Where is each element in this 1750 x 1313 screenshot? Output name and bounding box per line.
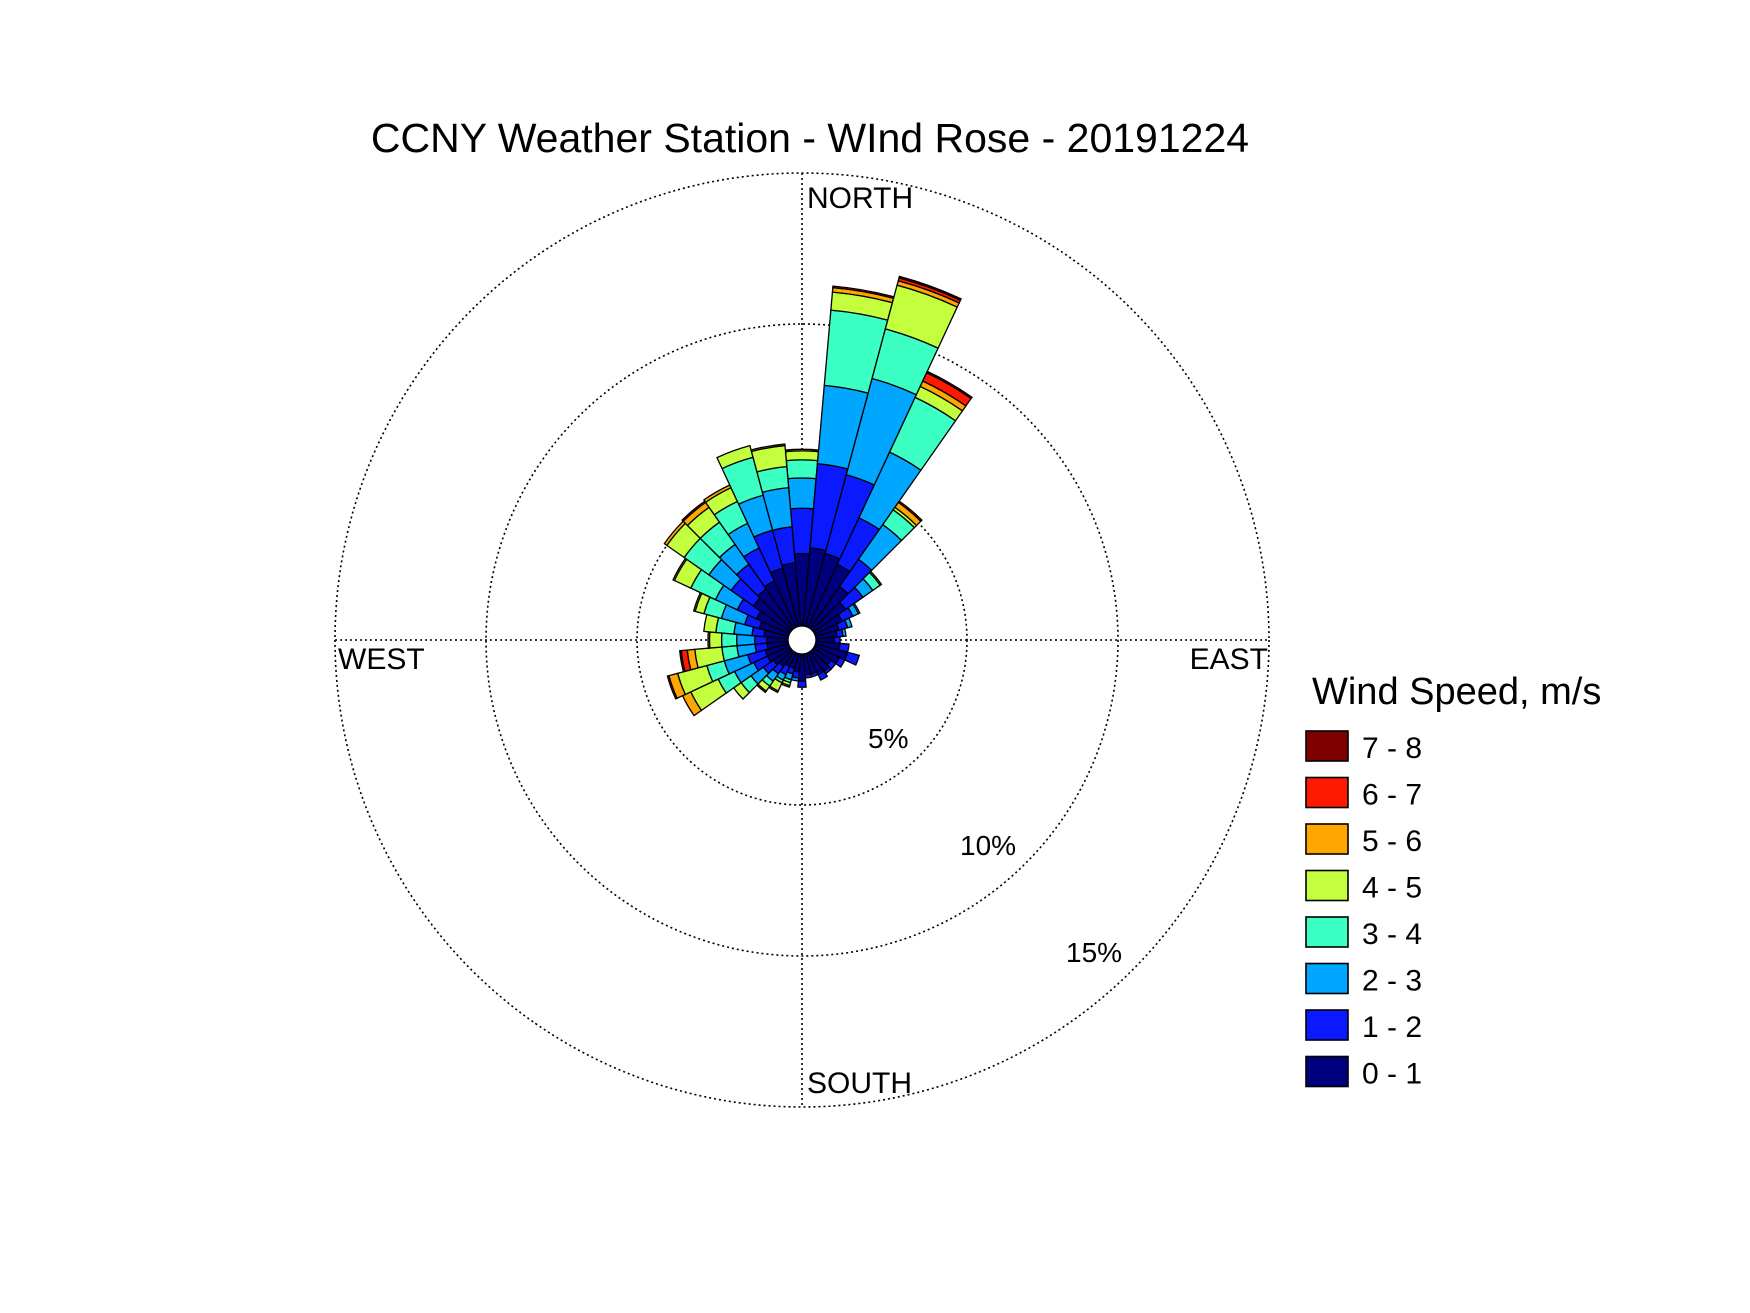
chart-title: CCNY Weather Station - WInd Rose - 20191… bbox=[371, 115, 1249, 161]
legend-title: Wind Speed, m/s bbox=[1312, 671, 1601, 713]
sector-110 bbox=[813, 642, 861, 666]
sector-290 bbox=[692, 591, 791, 638]
ring-label-15: 15% bbox=[1066, 937, 1122, 968]
sector-340-bin-4 bbox=[716, 444, 754, 470]
legend-swatch bbox=[1305, 916, 1349, 948]
sector-250 bbox=[666, 642, 791, 700]
direction-label-south: SOUTH bbox=[807, 1067, 912, 1100]
sector-50 bbox=[810, 570, 883, 633]
sector-0-bin-5 bbox=[784, 448, 820, 453]
legend-swatch bbox=[1305, 730, 1349, 762]
sector-0-bin-2 bbox=[787, 477, 817, 510]
legend-label: 3 - 4 bbox=[1362, 918, 1422, 951]
wind-rose-sectors bbox=[663, 275, 973, 717]
legend-label: 1 - 2 bbox=[1362, 1011, 1422, 1044]
legend-label: 2 - 3 bbox=[1362, 965, 1422, 998]
sector-70-bin-2 bbox=[843, 617, 853, 629]
legend-items: 7 - 8 6 - 7 5 - 6 4 - 5 3 - 4 2 - 3 1 - 2 0 - 1 bbox=[1305, 730, 1422, 1091]
sector-70 bbox=[813, 617, 853, 638]
legend-label: 0 - 1 bbox=[1362, 1058, 1422, 1091]
sector-30-bin-7 bbox=[925, 370, 973, 400]
legend-swatch bbox=[1305, 823, 1349, 855]
legend-swatch bbox=[1305, 1009, 1349, 1041]
sector-280 bbox=[703, 613, 790, 640]
grid-ring bbox=[485, 323, 1119, 957]
legend: Wind Speed, m/s 7 - 8 6 - 7 5 - 6 4 - 5 3 - … bbox=[1305, 671, 1601, 1091]
legend-swatch bbox=[1305, 962, 1349, 995]
ring-label-10: 10% bbox=[960, 830, 1016, 861]
grid-rings bbox=[334, 172, 1270, 1108]
legend-swatch bbox=[1305, 776, 1349, 809]
sector-270-bin-4 bbox=[708, 631, 723, 649]
legend-label: 4 - 5 bbox=[1362, 872, 1422, 905]
direction-label-east: EAST bbox=[1190, 643, 1268, 676]
sector-40 bbox=[809, 500, 923, 632]
sector-0-bin-3 bbox=[785, 459, 819, 480]
sector-30 bbox=[807, 370, 973, 630]
center-hole bbox=[787, 625, 817, 655]
sector-110-bin-1 bbox=[843, 651, 861, 666]
legend-label: 6 - 7 bbox=[1362, 779, 1422, 812]
sector-120-bin-1 bbox=[834, 656, 846, 668]
direction-label-north: NORTH bbox=[807, 182, 913, 215]
sector-80-bin-2 bbox=[840, 627, 847, 638]
ring-label-5: 5% bbox=[868, 723, 908, 754]
sector-20-bin-7 bbox=[898, 275, 962, 302]
legend-swatch bbox=[1305, 1055, 1349, 1088]
sector-60-bin-3 bbox=[852, 602, 861, 615]
sector-20 bbox=[804, 275, 962, 629]
direction-label-west: WEST bbox=[338, 643, 425, 676]
sector-260-bin-7 bbox=[679, 649, 686, 673]
legend-swatch bbox=[1305, 869, 1349, 902]
sector-0-bin-4 bbox=[784, 450, 820, 462]
sector-270-bin-3 bbox=[720, 632, 738, 648]
sector-250-bin-6 bbox=[666, 674, 678, 700]
sector-310 bbox=[663, 520, 794, 633]
sector-150-bin-1 bbox=[817, 670, 829, 681]
sector-180-bin-1 bbox=[797, 680, 807, 688]
sector-340 bbox=[716, 444, 800, 629]
grid-ring bbox=[636, 474, 968, 806]
legend-label: 5 - 6 bbox=[1362, 825, 1422, 858]
grid-ring bbox=[334, 172, 1270, 1108]
sector-40-bin-6 bbox=[897, 500, 923, 523]
sector-50-bin-4 bbox=[868, 570, 883, 587]
sector-270-bin-5 bbox=[707, 631, 711, 649]
sector-350-bin-5 bbox=[750, 443, 786, 453]
sector-170-bin-1 bbox=[804, 673, 813, 679]
legend-label: 7 - 8 bbox=[1362, 732, 1422, 765]
